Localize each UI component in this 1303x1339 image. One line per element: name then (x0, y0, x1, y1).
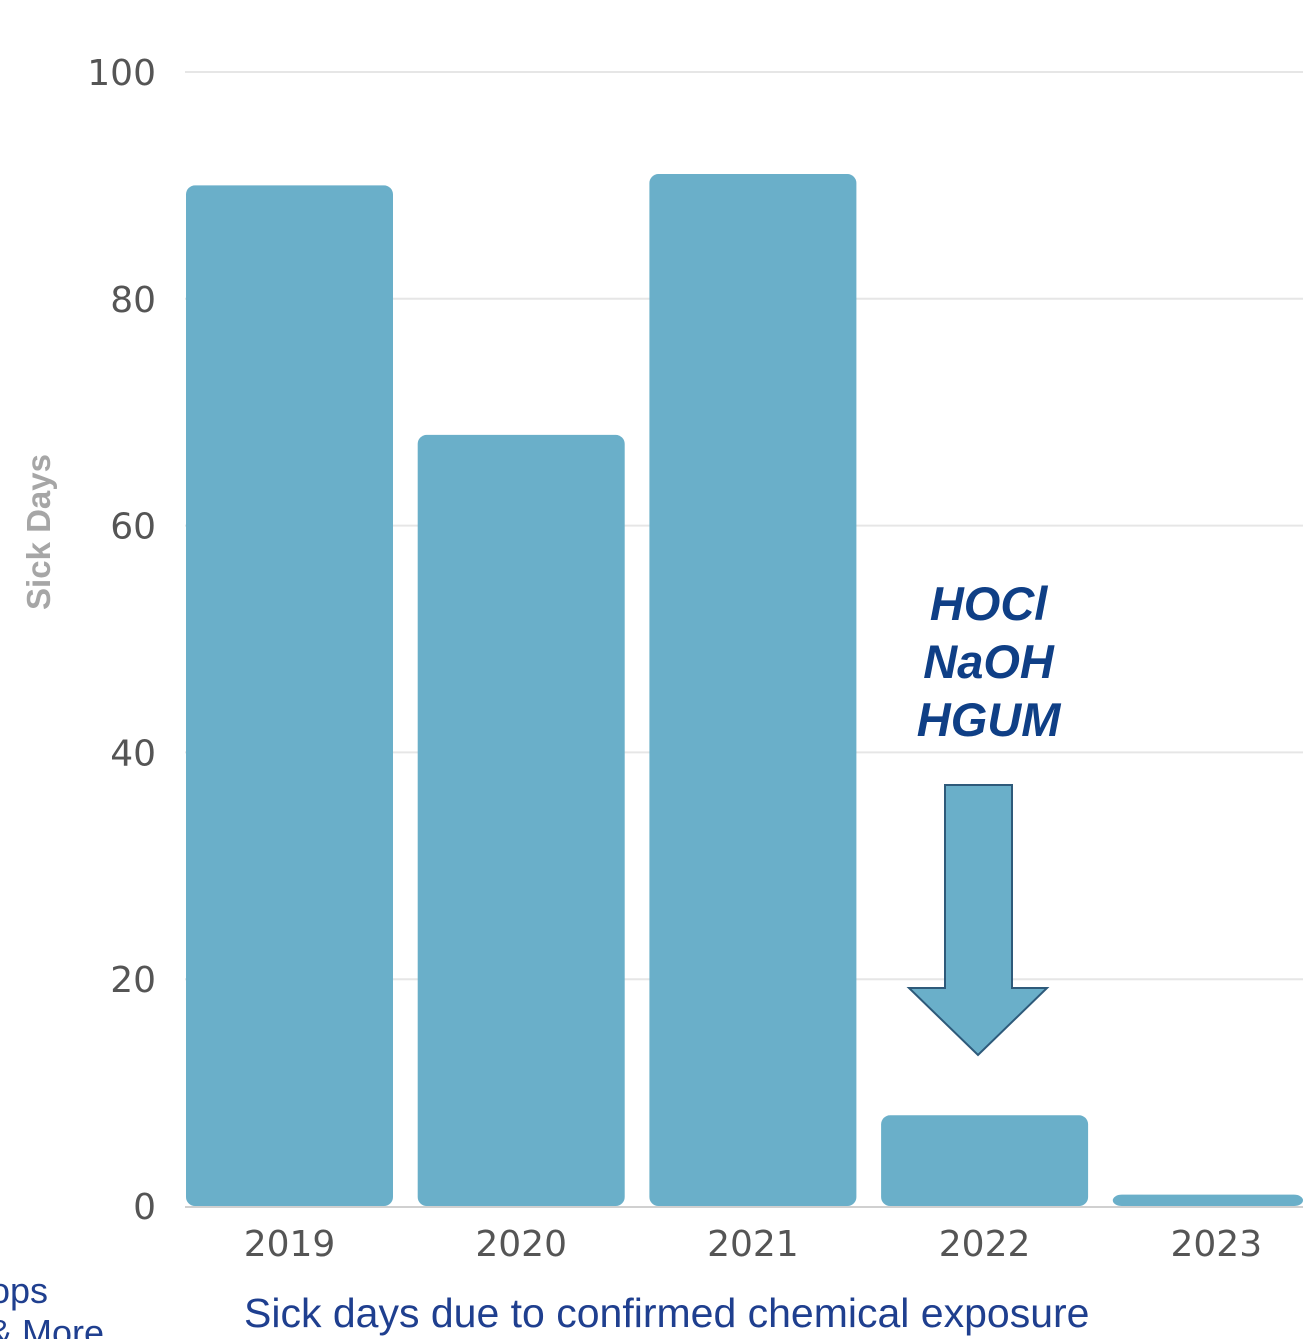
side-text-line: ops (0, 1270, 48, 1311)
y-tick-label: 60 (110, 507, 156, 548)
annotation-line: NaOH (923, 635, 1055, 688)
y-tick-label: 80 (110, 280, 156, 321)
annotation-line: HGUM (917, 693, 1061, 746)
x-tick-labels: 2019 2020 2021 2022 2023 (244, 1224, 1262, 1265)
y-tick-label: 20 (110, 960, 156, 1001)
cropped-side-text: ops& More (0, 1270, 104, 1339)
x-tick-label: 2019 (244, 1224, 336, 1265)
bar-2020 (417, 434, 625, 1206)
x-tick-label: 2023 (1170, 1224, 1262, 1265)
down-arrow-icon (906, 784, 1050, 1057)
y-tick-label: 0 (133, 1187, 156, 1228)
x-tick-label: 2022 (939, 1224, 1031, 1265)
bars (186, 174, 1303, 1206)
x-tick-label: 2020 (475, 1224, 567, 1265)
y-axis-label: Sick Days (20, 454, 57, 610)
y-tick-labels: 0 20 40 60 80 100 (87, 53, 156, 1228)
chart-caption: Sick days due to confirmed chemical expo… (244, 1290, 1089, 1336)
bar-2019 (186, 185, 393, 1206)
y-tick-label: 40 (110, 733, 156, 774)
side-text-line: & More (0, 1312, 104, 1339)
x-tick-label: 2021 (707, 1224, 799, 1265)
bar-2022 (881, 1115, 1089, 1206)
bar-2021 (649, 174, 857, 1206)
y-tick-label: 100 (87, 53, 156, 94)
annotation-line: HOCl (930, 577, 1048, 630)
bar-2023 (1112, 1194, 1303, 1206)
